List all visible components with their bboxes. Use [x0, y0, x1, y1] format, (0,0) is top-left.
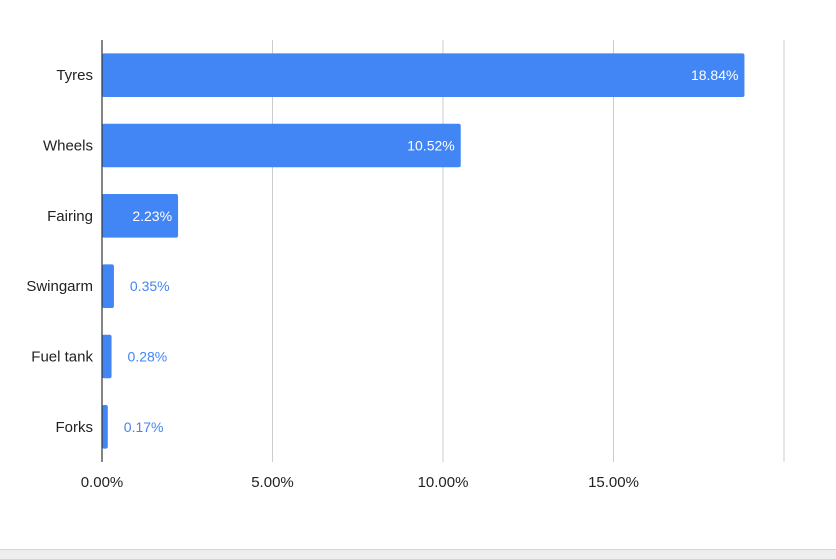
bar [102, 334, 112, 379]
bar [102, 264, 114, 308]
bar [102, 53, 745, 97]
data-label: 18.84% [691, 67, 738, 83]
x-tick-label: 15.00% [588, 474, 639, 491]
category-label: Forks [56, 419, 94, 436]
category-label: Tyres [56, 67, 93, 84]
x-tick-label: 5.00% [251, 474, 294, 491]
data-label: 0.17% [124, 419, 164, 435]
category-label: Swingarm [26, 278, 93, 295]
label-layer: 0.00% 5.00% 10.00% 15.00% Tyres 18.84% Wheels 1… [26, 67, 738, 491]
bottom-divider [0, 549, 836, 559]
data-label: 0.28% [128, 349, 168, 365]
category-label: Wheels [43, 138, 93, 155]
x-tick-label: 10.00% [418, 474, 469, 491]
data-label: 0.35% [130, 278, 170, 294]
x-tick-label: 0.00% [81, 474, 124, 491]
category-label: Fairing [47, 208, 93, 225]
data-label: 2.23% [132, 208, 172, 224]
category-label: Fuel tank [31, 349, 93, 366]
bar-layer [102, 53, 745, 449]
grid-layer [272, 40, 785, 462]
bar [102, 194, 179, 238]
data-label: 10.52% [407, 138, 454, 154]
bar [102, 405, 108, 449]
bar [102, 123, 461, 168]
